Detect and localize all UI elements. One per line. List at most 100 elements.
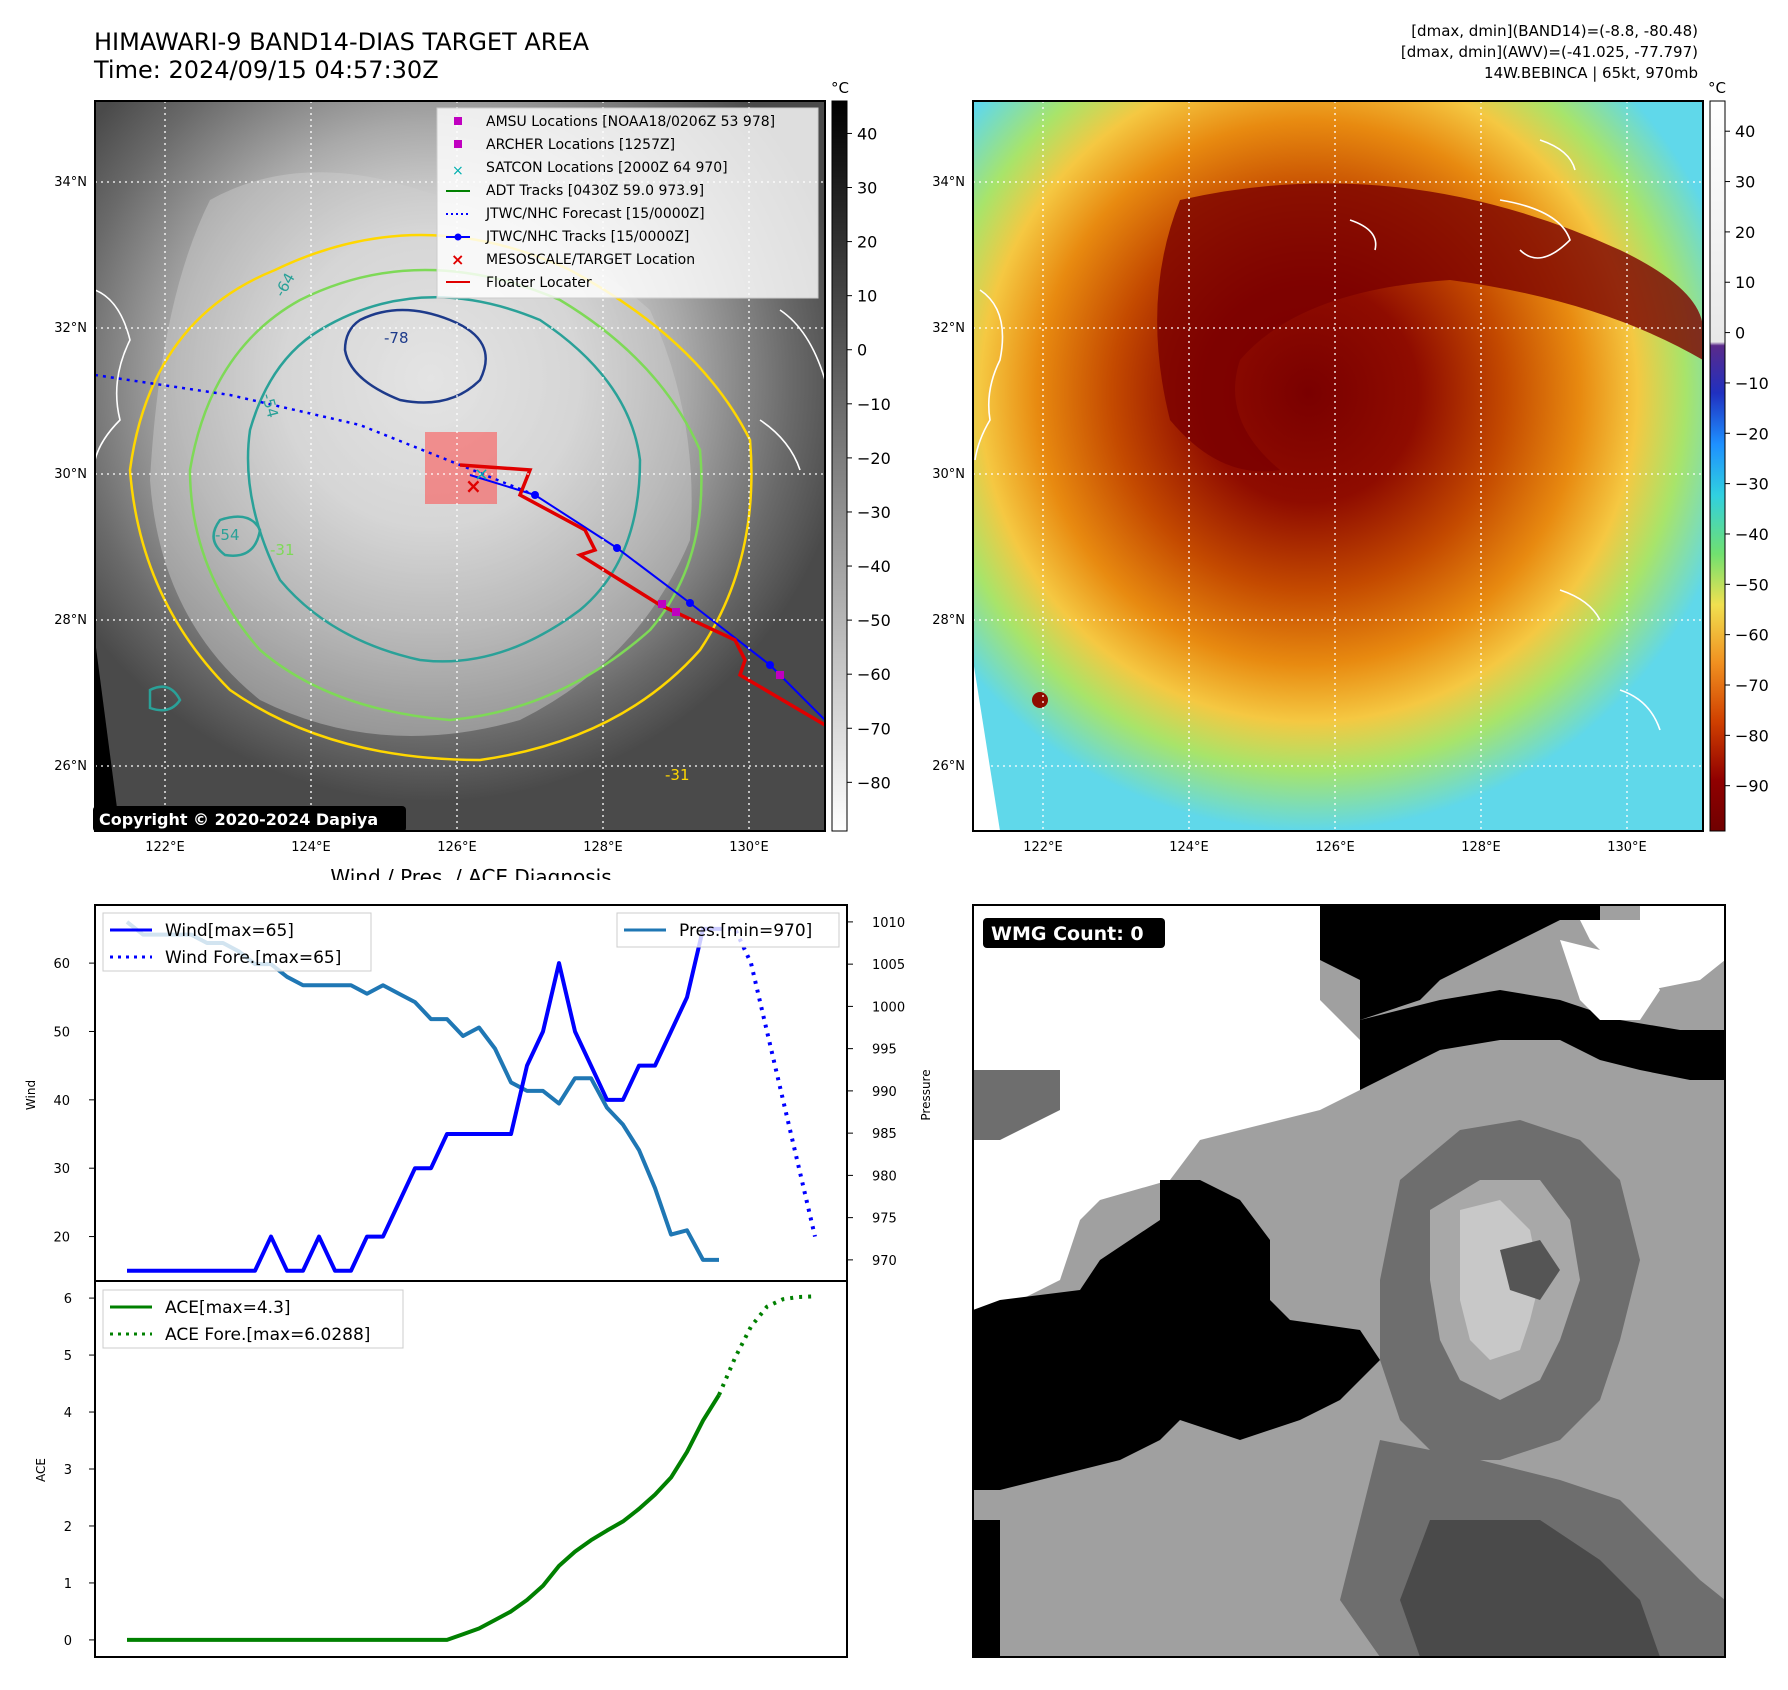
ace-tick: 3 — [64, 1463, 72, 1478]
map-legend: × × AMSU Locations [NOAA18/0206Z 53 978]… — [436, 107, 819, 299]
legend-item: JTWC/NHC Tracks [15/0000Z] — [485, 229, 689, 245]
awv-colorbar-tick: 0 — [1735, 324, 1745, 343]
legend-item: AMSU Locations [NOAA18/0206Z 53 978] — [486, 114, 775, 130]
awv-imagery — [973, 101, 1703, 831]
pressure-tick: 1000 — [872, 1000, 905, 1015]
page-title: HIMAWARI-9 BAND14-DIAS TARGET AREA — [94, 28, 590, 56]
legend-item: ARCHER Locations [1257Z] — [486, 137, 675, 153]
lon-tick: 126°E — [437, 840, 477, 855]
wind-tick: 60 — [53, 957, 70, 972]
svg-text:Pres.[min=970]: Pres.[min=970] — [679, 921, 812, 941]
lon-tick: 122°E — [145, 840, 185, 855]
lat-tick: 26°N — [54, 759, 87, 774]
awv-colorbar-tick: 30 — [1735, 173, 1755, 192]
awv-colorbar: °C 40 30 20 10 0 −10 −20 −30 −40 −50 −60 −70 −80 −90 — [1708, 79, 1769, 832]
wind-tick: 40 — [53, 1094, 70, 1109]
ir-colorbar: °C 40 30 20 10 0 −10 −20 −30 −40 −50 −60 −70 −80 — [831, 79, 891, 832]
lat-tick: 32°N — [54, 321, 87, 336]
lon-tick: 128°E — [583, 840, 623, 855]
wind-tick: 20 — [53, 1231, 70, 1246]
legend-item: SATCON Locations [2000Z 64 970] — [486, 160, 728, 176]
copyright-label: Copyright © 2020-2024 Dapiya — [99, 810, 378, 829]
svg-text:×: × — [465, 474, 482, 498]
legend-item: JTWC/NHC Forecast [15/0000Z] — [485, 206, 705, 222]
ace-legend: ACE[max=4.3] ACE Fore.[max=6.0288] — [102, 1289, 404, 1349]
ir-colorbar-tick: 20 — [857, 233, 877, 252]
wmg-imagery — [973, 905, 1725, 1657]
awv-colorbar-tick: −50 — [1735, 575, 1769, 594]
awv-colorbar-tick: −90 — [1735, 777, 1769, 796]
storm-summary: 14W.BEBINCA | 65kt, 970mb — [1484, 64, 1698, 82]
pressure-tick: 1010 — [872, 916, 905, 931]
stats-band14: [dmax, dmin](BAND14)=(-8.8, -80.48) — [1411, 22, 1698, 40]
lon-tick: 126°E — [1315, 840, 1355, 855]
pressure-tick: 995 — [872, 1043, 897, 1058]
lat-tick: 28°N — [932, 613, 965, 628]
lat-tick: 26°N — [932, 759, 965, 774]
contour-label: -78 — [384, 329, 409, 347]
ir-colorbar-tick: −50 — [857, 611, 891, 630]
ace-tick: 4 — [64, 1406, 72, 1421]
ir-colorbar-tick: −30 — [857, 503, 891, 522]
ace-tick: 0 — [64, 1634, 72, 1649]
ir-colorbar-tick: 30 — [857, 179, 877, 198]
contour-label: -54 — [215, 526, 240, 544]
awv-colorbar-tick: −60 — [1735, 626, 1769, 645]
wmg-count-label: WMG Count: 0 — [991, 923, 1144, 945]
contour-label: -54 — [258, 391, 282, 419]
wind-series-line — [127, 926, 719, 1273]
awv-colorbar-tick: −40 — [1735, 525, 1769, 544]
pressure-tick: 990 — [872, 1085, 897, 1100]
awv-colorbar-tick: 40 — [1735, 122, 1755, 141]
pressure-tick: 970 — [872, 1254, 897, 1269]
ir-colorbar-tick: −10 — [857, 395, 891, 414]
awv-colorbar-tick: −30 — [1735, 475, 1769, 494]
svg-text:×: × — [452, 163, 464, 179]
svg-text:×: × — [451, 250, 464, 269]
lat-tick: 34°N — [932, 175, 965, 190]
awv-colorbar-tick: −80 — [1735, 726, 1769, 745]
contour-label: -31 — [665, 766, 690, 784]
ir-colorbar-tick: −40 — [857, 557, 891, 576]
lon-tick: 130°E — [1607, 840, 1647, 855]
pressure-tick: 975 — [872, 1212, 897, 1227]
ace-tick: 5 — [64, 1349, 72, 1364]
awv-colorbar-tick: 20 — [1735, 223, 1755, 242]
lat-tick: 32°N — [932, 321, 965, 336]
ace-series-line — [127, 1393, 721, 1642]
svg-text:°C: °C — [831, 79, 849, 97]
legend-item: Floater Locater — [486, 275, 592, 291]
awv-colorbar-tick: −70 — [1735, 676, 1769, 695]
pressure-tick: 980 — [872, 1169, 897, 1184]
svg-text:Wind Fore.[max=65]: Wind Fore.[max=65] — [165, 948, 341, 968]
svg-text:×: × — [474, 464, 489, 485]
wind-legend: Wind[max=65] Wind Fore.[max=65] — [102, 912, 372, 972]
ace-tick: 2 — [64, 1520, 72, 1535]
lon-tick: 128°E — [1461, 840, 1501, 855]
ace-tick: 6 — [64, 1292, 72, 1307]
legend-item: ADT Tracks [0430Z 59.0 973.9] — [486, 183, 704, 199]
ace-axis-label: ACE — [34, 1458, 48, 1482]
ir-colorbar-tick: −20 — [857, 449, 891, 468]
ir-map-panel: × × -78 -64 -54 -54 -31 -31 34°N 32°N 30… — [54, 79, 1769, 880]
contour-label: -31 — [270, 541, 295, 559]
pressure-tick: 985 — [872, 1127, 897, 1142]
chart-title: Wind / Pres. / ACE Diagnosis — [330, 865, 611, 880]
lat-tick: 28°N — [54, 613, 87, 628]
pressure-axis-label: Pressure — [919, 1069, 933, 1120]
lat-tick: 30°N — [932, 467, 965, 482]
pressure-tick: 1005 — [872, 958, 905, 973]
legend-item: MESOSCALE/TARGET Location — [486, 252, 695, 268]
lon-tick: 124°E — [1169, 840, 1209, 855]
pressure-legend: Pres.[min=970] — [616, 912, 840, 948]
lon-tick: 130°E — [729, 840, 769, 855]
lat-tick: 30°N — [54, 467, 87, 482]
svg-text:ACE[max=4.3]: ACE[max=4.3] — [165, 1298, 291, 1318]
timestamp: Time: 2024/09/15 04:57:30Z — [94, 56, 439, 84]
ir-colorbar-tick: −60 — [857, 665, 891, 684]
svg-text:Wind[max=65]: Wind[max=65] — [165, 921, 294, 941]
ir-colorbar-tick: −80 — [857, 773, 891, 792]
ace-forecast-series-line — [717, 1294, 816, 1396]
svg-text:°C: °C — [1708, 79, 1726, 97]
